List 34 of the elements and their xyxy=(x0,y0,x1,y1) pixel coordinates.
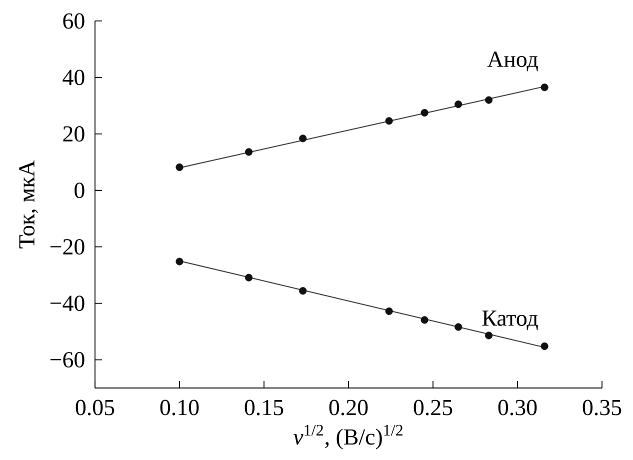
x-tick-label: 0.20 xyxy=(329,400,368,416)
point xyxy=(484,332,493,340)
point xyxy=(385,307,393,315)
y-tick-label: −60 xyxy=(50,352,84,368)
series-label: Анод xyxy=(487,52,538,72)
y-tick-label: 40 xyxy=(62,70,84,86)
y-tick-label: −40 xyxy=(50,296,84,312)
x-tick-label: 0.15 xyxy=(244,400,284,416)
point xyxy=(540,84,548,92)
x-tick-label: 0.10 xyxy=(160,400,199,416)
point xyxy=(385,117,393,125)
point xyxy=(245,274,253,282)
point xyxy=(245,148,253,156)
series-label: Катод xyxy=(482,310,538,330)
x-tick-label: 0.35 xyxy=(582,400,622,416)
point xyxy=(299,134,307,142)
point xyxy=(420,108,428,117)
point xyxy=(484,96,493,104)
y-tick-label: 0 xyxy=(74,182,84,198)
y-tick-label: −20 xyxy=(50,239,84,255)
x-tick-label: 0.05 xyxy=(76,400,114,416)
point xyxy=(540,342,548,350)
y-tick-label: 20 xyxy=(63,126,84,142)
point xyxy=(176,163,184,172)
y-tick-label: 60 xyxy=(63,13,84,29)
point xyxy=(299,287,307,295)
point xyxy=(454,323,462,331)
point xyxy=(176,258,184,266)
x-axis-title: v$^{1/2}$, (В/с)$^{1/2}$ xyxy=(293,424,402,450)
point xyxy=(454,100,462,108)
x-tick-label: 0.25 xyxy=(414,400,452,416)
x-tick-label: 0.30 xyxy=(498,400,537,416)
y-axis-title: Ток, мкА xyxy=(19,160,38,248)
point xyxy=(420,316,428,324)
